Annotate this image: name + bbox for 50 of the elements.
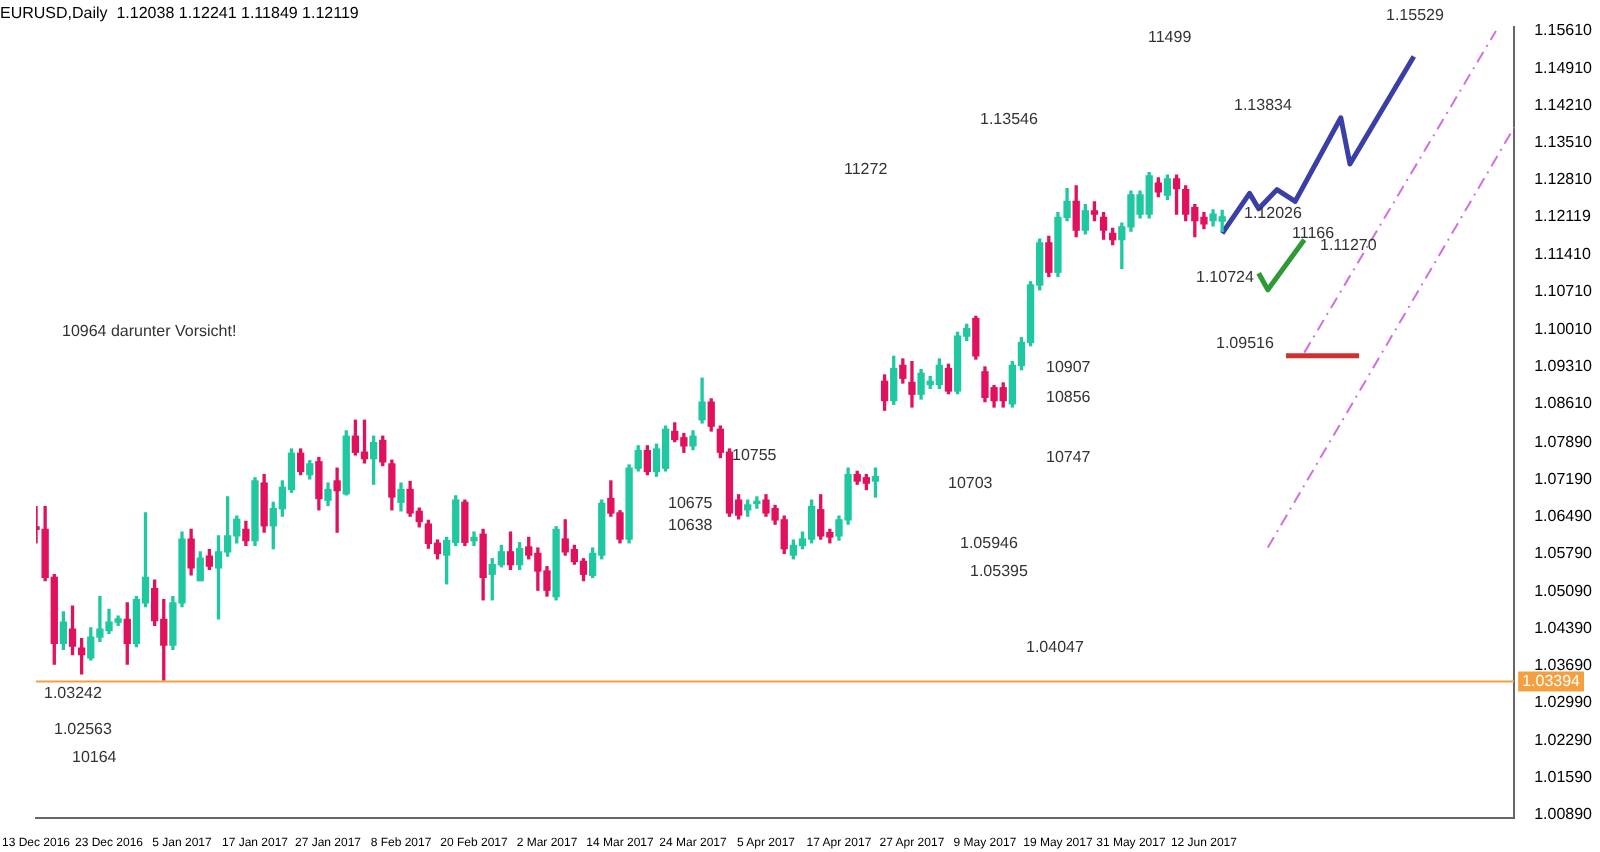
y-tick-label: 1.10710 — [1534, 282, 1594, 301]
y-tick-label: 1.10010 — [1534, 319, 1594, 338]
y-tick-label: 1.14910 — [1534, 58, 1594, 77]
y-tick-label: 1.03690 — [1534, 656, 1594, 675]
annotation: 11272 — [844, 160, 889, 179]
annotation: 1.13834 — [1234, 96, 1293, 115]
y-tick-label: 1.15610 — [1534, 21, 1594, 40]
chart-title: EURUSD,Daily 1.12038 1.12241 1.11849 1.12119 — [0, 4, 360, 23]
ref-line-label: 1.03394 — [1522, 671, 1582, 690]
y-tick-label: 1.14210 — [1534, 95, 1594, 114]
y-tick-label: 1.12119 — [1534, 207, 1592, 226]
y-tick-label: 1.05790 — [1534, 544, 1594, 563]
annotation: 10164 — [72, 748, 118, 767]
annotation: 1.03242 — [44, 684, 103, 703]
annotation: 10964 darunter Vorsicht! — [62, 322, 237, 341]
y-tick-label: 1.07190 — [1534, 469, 1594, 488]
annotation: 1.04047 — [1026, 638, 1085, 657]
y-tick-label: 1.06490 — [1534, 507, 1594, 526]
candlestick — [333, 467, 341, 533]
annotation: 10856 — [1046, 388, 1092, 407]
y-tick-label: 1.07890 — [1534, 432, 1594, 451]
annotation: 1.09516 — [1216, 334, 1275, 353]
annotation: 10703 — [948, 474, 994, 493]
y-tick-label: 1.00890 — [1534, 805, 1594, 824]
candlestick — [470, 531, 478, 547]
annotation: 10747 — [1046, 448, 1092, 467]
candlestick — [753, 496, 761, 509]
annotation: 10755 — [732, 446, 778, 465]
annotation: 1.05395 — [970, 562, 1029, 581]
annotation: 10907 — [1046, 358, 1092, 377]
y-tick-label: 1.02290 — [1534, 730, 1594, 749]
annotation: 1.11270 — [1320, 236, 1378, 255]
annotation: 1.02563 — [54, 720, 113, 739]
y-tick-label: 1.01590 — [1534, 768, 1594, 787]
y-tick-label: 1.02990 — [1534, 693, 1594, 712]
y-tick-label: 1.05090 — [1534, 581, 1594, 600]
text: 1.15529 — [1386, 6, 1445, 25]
y-tick-label: 1.11410 — [1534, 245, 1592, 264]
y-tick-label: 1.08610 — [1534, 394, 1594, 413]
annotation: 1.05946 — [960, 534, 1019, 553]
annotation: 1.12026 — [1244, 204, 1303, 223]
annotation: 1.13546 — [980, 110, 1039, 129]
y-tick-label: 1.12810 — [1534, 170, 1594, 189]
annotation: 11499 — [1148, 28, 1193, 47]
y-tick-label: 1.13510 — [1534, 133, 1594, 152]
annotation: 10675 — [668, 494, 714, 513]
y-tick-label: 1.04390 — [1534, 618, 1594, 637]
annotation: 10638 — [668, 516, 714, 535]
y-tick-label: 1.09310 — [1534, 356, 1594, 375]
annotation: 1.10724 — [1196, 268, 1255, 287]
